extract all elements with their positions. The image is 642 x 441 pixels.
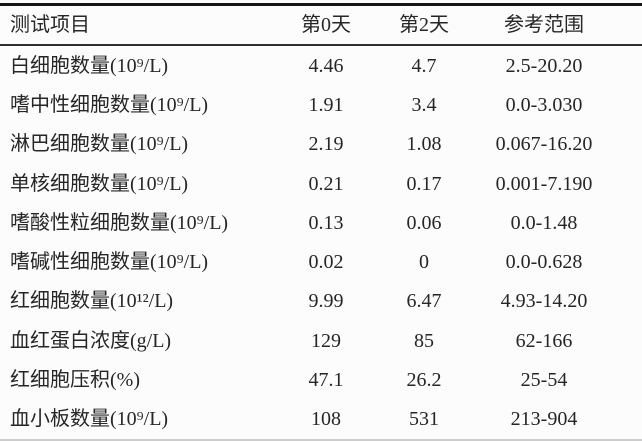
reference-range-cell: 25-54 xyxy=(520,369,568,392)
day0-value-cell: 0.21 xyxy=(308,172,344,195)
table-row: 红细胞数量(10¹²/L) 9.99 6.47 4.93-14.20 xyxy=(0,282,642,321)
day2-value-cell: 0.06 xyxy=(406,211,442,234)
table-body: 白细胞数量(10⁹/L) 4.46 4.7 2.5-20.20 嗜中性细胞数量(10⁹/… xyxy=(0,46,642,439)
test-item-cell: 嗜碱性细胞数量(10⁹/L) xyxy=(10,251,209,274)
reference-range-cell: 0.0-3.030 xyxy=(505,93,583,116)
test-item-cell: 单核细胞数量(10⁹/L) xyxy=(10,172,189,195)
day0-value-cell: 108 xyxy=(311,408,341,431)
day0-value-cell: 9.99 xyxy=(308,290,344,313)
reference-range-cell: 62-166 xyxy=(515,329,573,352)
day0-value-cell: 0.02 xyxy=(308,251,344,274)
test-item-cell: 嗜中性细胞数量(10⁹/L) xyxy=(10,93,209,116)
table-row: 白细胞数量(10⁹/L) 4.46 4.7 2.5-20.20 xyxy=(0,46,642,85)
reference-range-cell: 213-904 xyxy=(510,408,578,431)
test-item-cell: 红细胞压积(%) xyxy=(10,369,140,392)
day0-value-cell: 4.46 xyxy=(308,54,344,77)
reference-range-cell: 2.5-20.20 xyxy=(505,54,583,77)
day2-value-cell: 531 xyxy=(409,408,439,431)
day2-value-cell: 26.2 xyxy=(406,369,442,392)
day2-value-cell: 0 xyxy=(419,251,429,274)
day2-value-cell: 4.7 xyxy=(411,54,437,77)
test-item-cell: 白细胞数量(10⁹/L) xyxy=(10,54,169,77)
day0-value-cell: 47.1 xyxy=(308,369,344,392)
blood-test-table: 测试项目 第0天 第2天 参考范围 白细胞数量(10⁹/L) 4.46 4.7 2.5… xyxy=(0,3,642,441)
test-item-cell: 血小板数量(10⁹/L) xyxy=(10,408,169,431)
test-item-cell: 红细胞数量(10¹²/L) xyxy=(10,290,174,313)
day2-value-cell: 3.4 xyxy=(411,93,437,116)
table-row: 单核细胞数量(10⁹/L) 0.21 0.17 0.001-7.190 xyxy=(0,164,642,203)
table-row: 血红蛋白浓度(g/L) 129 85 62-166 xyxy=(0,321,642,360)
test-item-cell: 淋巴细胞数量(10⁹/L) xyxy=(10,133,189,156)
reference-range-cell: 0.0-0.628 xyxy=(505,251,583,274)
test-item-cell: 血红蛋白浓度(g/L) xyxy=(10,329,172,352)
day0-value-cell: 129 xyxy=(311,329,341,352)
column-header-day2: 第2天 xyxy=(399,14,449,36)
reference-range-cell: 0.0-1.48 xyxy=(510,211,578,234)
column-header-reference-range: 参考范围 xyxy=(504,14,584,36)
table-row: 嗜酸性粒细胞数量(10⁹/L) 0.13 0.06 0.0-1.48 xyxy=(0,203,642,242)
reference-range-cell: 0.067-16.20 xyxy=(495,133,593,156)
test-item-cell: 嗜酸性粒细胞数量(10⁹/L) xyxy=(10,211,229,234)
day0-value-cell: 2.19 xyxy=(308,133,344,156)
day2-value-cell: 6.47 xyxy=(406,290,442,313)
table-header-row: 测试项目 第0天 第2天 参考范围 xyxy=(0,6,642,46)
day2-value-cell: 1.08 xyxy=(406,133,442,156)
reference-range-cell: 0.001-7.190 xyxy=(495,172,593,195)
day0-value-cell: 1.91 xyxy=(308,93,344,116)
column-header-day0: 第0天 xyxy=(301,14,351,36)
table-row: 淋巴细胞数量(10⁹/L) 2.19 1.08 0.067-16.20 xyxy=(0,125,642,164)
reference-range-cell: 4.93-14.20 xyxy=(500,290,588,313)
day2-value-cell: 0.17 xyxy=(406,172,442,195)
table-row: 血小板数量(10⁹/L) 108 531 213-904 xyxy=(0,400,642,439)
day0-value-cell: 0.13 xyxy=(308,211,344,234)
column-header-test-item: 测试项目 xyxy=(10,14,90,36)
table-row: 红细胞压积(%) 47.1 26.2 25-54 xyxy=(0,360,642,399)
day2-value-cell: 85 xyxy=(414,329,434,352)
table-row: 嗜中性细胞数量(10⁹/L) 1.91 3.4 0.0-3.030 xyxy=(0,85,642,124)
table-row: 嗜碱性细胞数量(10⁹/L) 0.02 0 0.0-0.628 xyxy=(0,242,642,281)
